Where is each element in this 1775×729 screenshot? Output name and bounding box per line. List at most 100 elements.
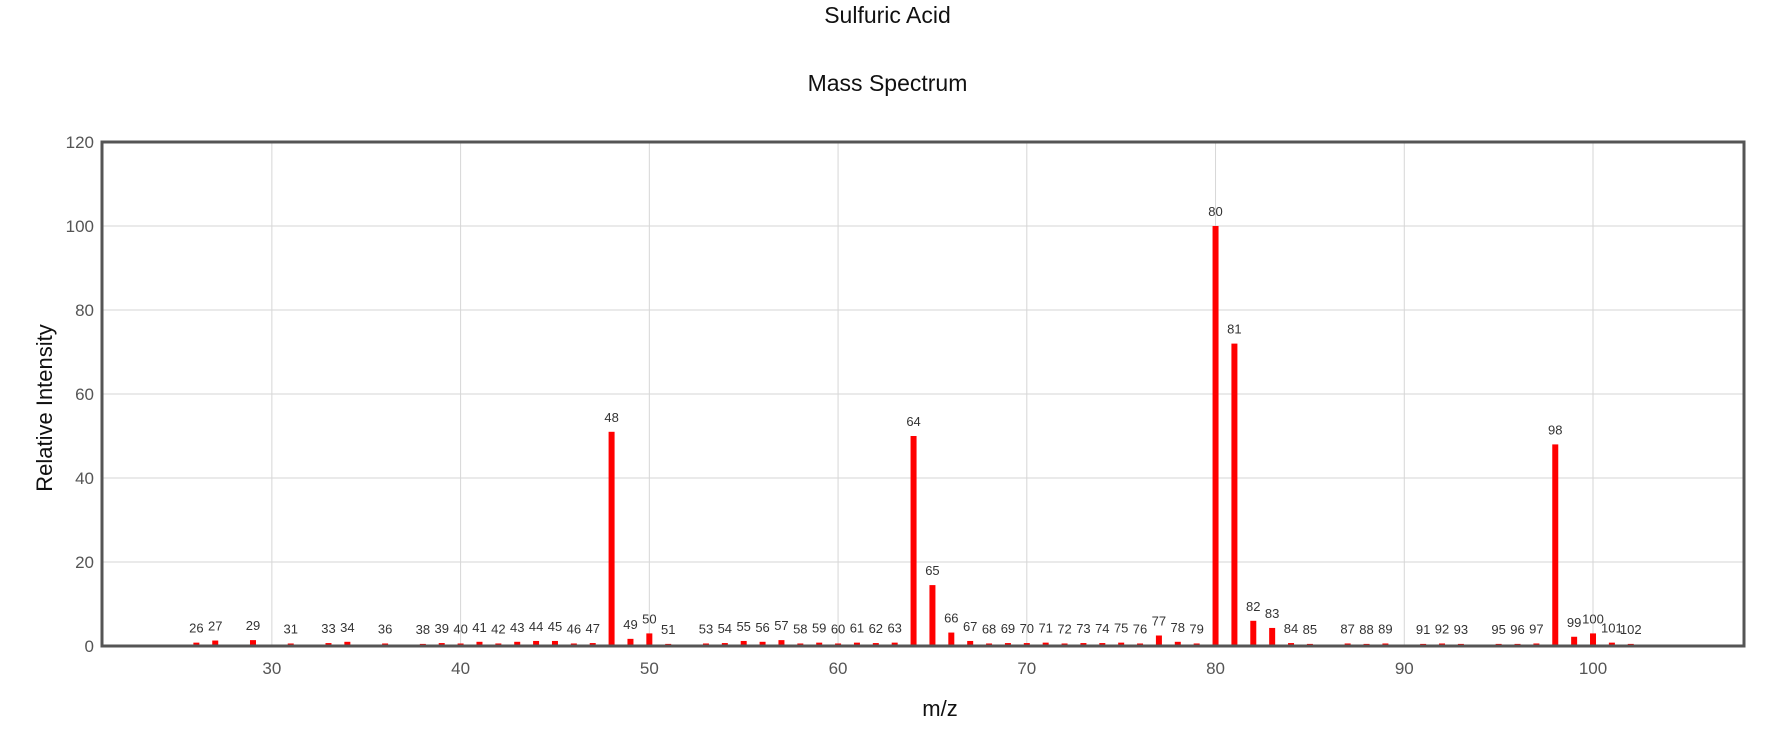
peak-label: 78	[1171, 620, 1185, 635]
peak-bar	[533, 640, 540, 646]
peak-label: 65	[925, 563, 939, 578]
peak-bar	[1590, 633, 1597, 646]
peak-label: 60	[831, 621, 845, 636]
x-tick-label: 80	[1206, 659, 1225, 678]
peak-label: 87	[1340, 621, 1354, 636]
peak-bar	[778, 640, 785, 646]
peak-label: 33	[321, 621, 335, 636]
peak-bar	[646, 633, 653, 646]
peak-label: 77	[1152, 614, 1166, 629]
peak-label: 54	[718, 621, 732, 636]
peak-label: 42	[491, 621, 505, 636]
peak-label: 74	[1095, 621, 1109, 636]
y-tick-label: 80	[75, 301, 94, 320]
y-tick-label: 120	[66, 133, 94, 152]
plot-frame	[100, 140, 1746, 648]
peak-bar	[816, 642, 823, 646]
peak-label: 82	[1246, 599, 1260, 614]
y-axis-ticks: 0 20 40 60 80 100 120	[66, 133, 94, 656]
peak-label: 41	[472, 620, 486, 635]
peak-bar	[910, 436, 917, 646]
peak-label: 46	[567, 621, 581, 636]
peak-label: 63	[887, 621, 901, 636]
peak-bar	[249, 640, 256, 646]
peak-label: 64	[906, 414, 920, 429]
peak-label: 69	[1001, 621, 1015, 636]
x-tick-label: 60	[829, 659, 848, 678]
peak-bar	[1250, 620, 1257, 646]
peak-bar	[967, 640, 974, 646]
y-tick-label: 40	[75, 469, 94, 488]
peak-label: 47	[585, 621, 599, 636]
peak-label: 99	[1567, 615, 1581, 630]
peak-bar	[344, 641, 351, 646]
peak-bar	[476, 641, 483, 646]
peak-label: 81	[1227, 322, 1241, 337]
grid	[102, 141, 1744, 647]
peak-label: 102	[1620, 622, 1642, 637]
peak-label: 40	[453, 621, 467, 636]
peak-bar	[193, 642, 200, 646]
x-tick-label: 50	[640, 659, 659, 678]
chart-title: Sulfuric Acid	[824, 2, 951, 28]
peak-label: 91	[1416, 622, 1430, 637]
y-tick-label: 60	[75, 385, 94, 404]
peak-label: 55	[736, 619, 750, 634]
peak-label: 50	[642, 611, 656, 626]
peak-label: 61	[850, 621, 864, 636]
x-axis-ticks: 30 40 50 60 70 80 90 100	[262, 659, 1607, 678]
peak-label: 34	[340, 620, 354, 635]
peak-label: 98	[1548, 422, 1562, 437]
peak-label: 26	[189, 621, 203, 636]
peak-label: 67	[963, 619, 977, 634]
spectrum-bars	[193, 226, 1634, 646]
peak-label: 43	[510, 620, 524, 635]
peak-bar	[740, 640, 747, 646]
peak-bar	[929, 585, 936, 646]
peak-label: 68	[982, 621, 996, 636]
peak-label: 56	[755, 620, 769, 635]
peak-bar	[948, 632, 955, 646]
x-tick-label: 70	[1017, 659, 1036, 678]
peak-label: 100	[1582, 611, 1604, 626]
peak-label: 36	[378, 621, 392, 636]
peak-label: 38	[416, 622, 430, 637]
peak-bar	[1608, 642, 1615, 646]
peak-label: 31	[284, 621, 298, 636]
peak-bar	[759, 641, 766, 646]
peak-bar	[608, 431, 615, 646]
peak-label: 59	[812, 621, 826, 636]
peak-label: 93	[1454, 622, 1468, 637]
peak-label: 57	[774, 618, 788, 633]
x-axis-title: m/z	[922, 696, 957, 721]
peak-bar	[1231, 343, 1238, 646]
peak-label: 62	[869, 621, 883, 636]
peak-bar	[627, 638, 634, 646]
peak-label: 80	[1208, 204, 1222, 219]
peak-label: 79	[1189, 621, 1203, 636]
peak-label: 85	[1303, 622, 1317, 637]
peak-bar	[1212, 226, 1219, 646]
peak-label: 66	[944, 611, 958, 626]
x-tick-label: 30	[262, 659, 281, 678]
y-tick-label: 0	[85, 637, 94, 656]
peak-bar	[853, 642, 860, 646]
y-tick-label: 20	[75, 553, 94, 572]
peak-label: 92	[1435, 621, 1449, 636]
y-axis-title: Relative Intensity	[32, 324, 57, 492]
peak-label: 29	[246, 618, 260, 633]
x-tick-label: 90	[1395, 659, 1414, 678]
peak-label: 44	[529, 619, 543, 634]
peak-bar	[1571, 636, 1578, 646]
peak-bar	[1118, 642, 1125, 646]
peak-label: 58	[793, 621, 807, 636]
peak-bar	[551, 640, 558, 646]
peak-label: 95	[1491, 622, 1505, 637]
peak-bar	[1174, 641, 1181, 646]
peak-labels: 26 27 29 31 33 34 36 38 39 40 41 42 43 44 45 46 47 48 49 50…	[189, 204, 1641, 637]
peak-label: 101	[1601, 621, 1623, 636]
y-tick-label: 100	[66, 217, 94, 236]
peak-label: 53	[699, 621, 713, 636]
peak-label: 83	[1265, 606, 1279, 621]
